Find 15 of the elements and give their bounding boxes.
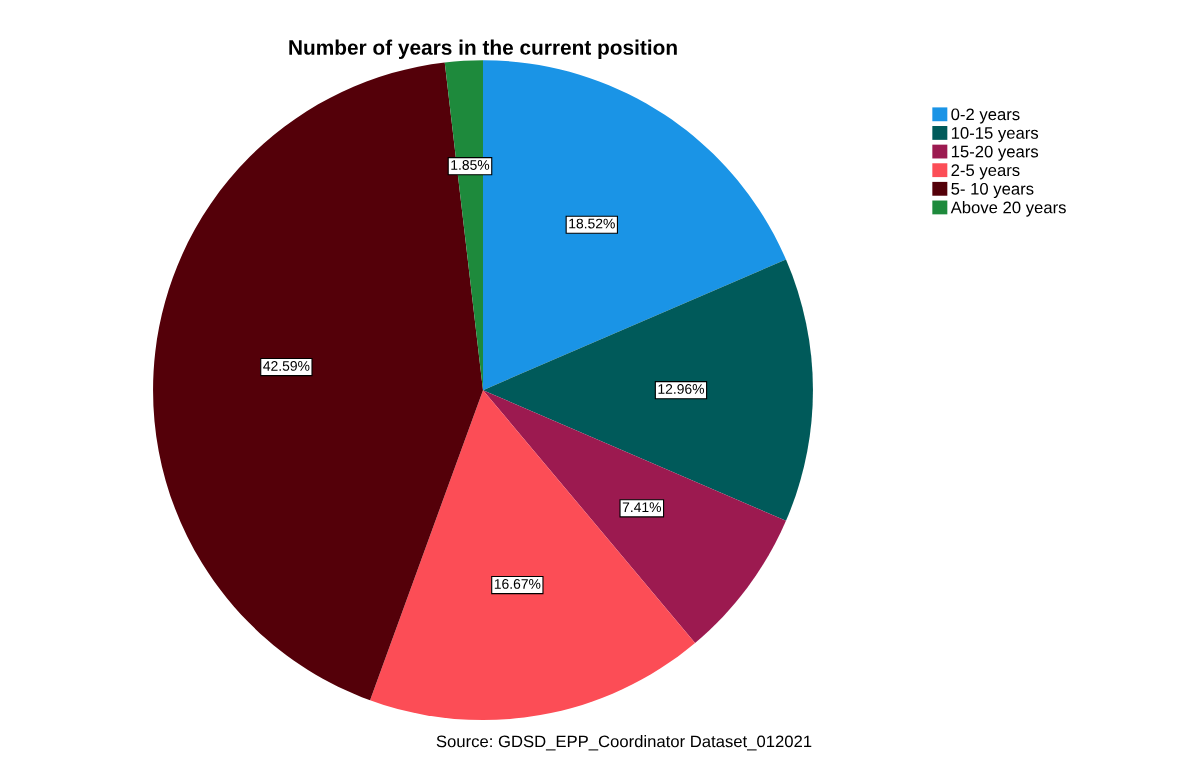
legend-label: Above 20 years (950, 201, 1066, 217)
data-label: 42.59% (263, 361, 310, 371)
legend-label: 2-5 years (951, 164, 1020, 180)
data-label: 18.52% (569, 218, 615, 229)
chart-title: Number of years in the current position (289, 39, 677, 59)
data-label: 7.41% (622, 502, 661, 513)
pie-slice (483, 259, 813, 521)
source-note: Source: GDSD_EPP_Coordinator Dataset_012021 (436, 735, 812, 751)
legend-label: 5- 10 years (951, 182, 1034, 199)
legend-label: 10-15 years (951, 127, 1039, 143)
legend-label: 0-2 years (951, 108, 1020, 124)
data-label: 16.67% (494, 579, 541, 589)
data-label: 12.96% (658, 384, 705, 394)
data-label: 1.85% (451, 160, 490, 170)
legend-label: 15-20 years (951, 145, 1039, 161)
